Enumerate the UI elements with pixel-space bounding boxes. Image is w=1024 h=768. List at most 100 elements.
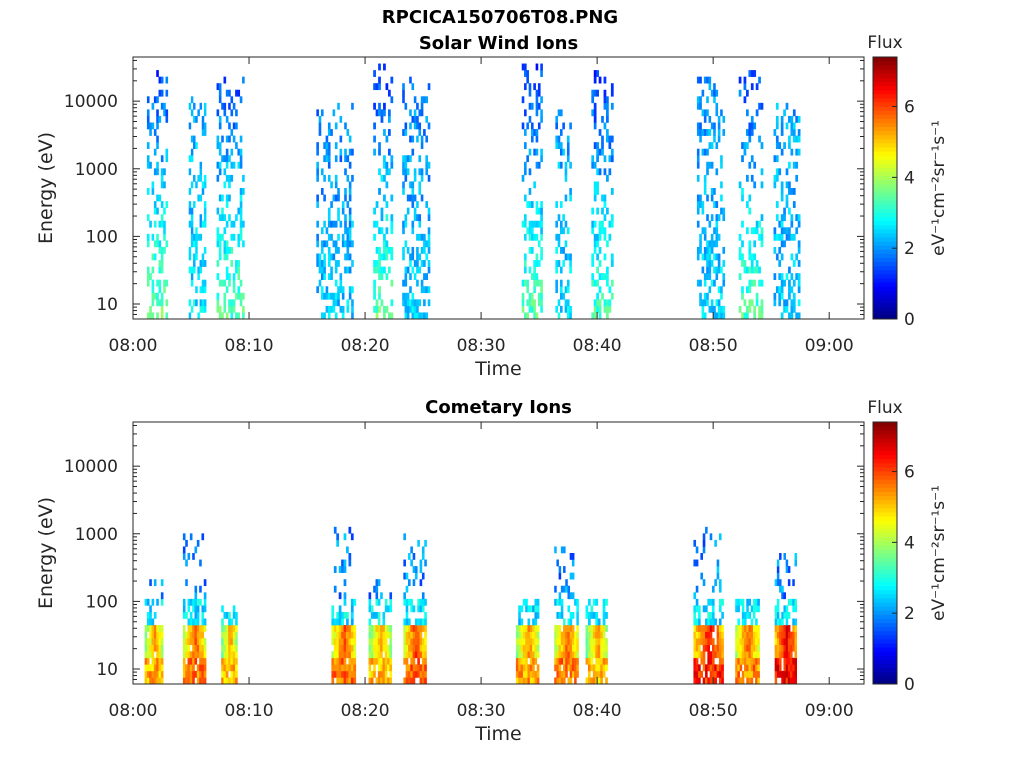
colorbar-segment (873, 106, 897, 111)
heatmap-cell (797, 286, 801, 294)
heatmap-cell (344, 155, 347, 163)
heatmap-cell (790, 299, 794, 307)
heatmap-cell (596, 155, 599, 163)
heatmap-cell (411, 246, 415, 254)
colorbar-segment (873, 175, 897, 181)
heatmap-cell (710, 188, 714, 195)
heatmap-cell (221, 605, 224, 613)
heatmap-cell (378, 142, 381, 149)
heatmap-cell (242, 292, 245, 300)
heatmap-cell (775, 168, 779, 176)
heatmap-cell (720, 207, 723, 215)
heatmap-cell (316, 142, 319, 149)
heatmap-cell (705, 644, 708, 652)
heatmap-cell (536, 638, 540, 645)
heatmap-cell (144, 598, 148, 606)
heatmap-cell (417, 644, 420, 652)
heatmap-cell (525, 598, 528, 606)
heatmap-cell (790, 638, 793, 645)
heatmap-cell (158, 286, 162, 294)
heatmap-cell (535, 135, 539, 143)
heatmap-cell (776, 579, 780, 587)
heatmap-cell (421, 598, 425, 606)
heatmap-cell (336, 611, 340, 619)
heatmap-cell (699, 194, 702, 202)
heatmap-cell (610, 102, 614, 110)
heatmap-cell (190, 273, 194, 280)
heatmap-cell (521, 299, 525, 307)
heatmap-cell (323, 312, 326, 320)
heatmap-cell (158, 194, 162, 202)
heatmap-cell (593, 299, 597, 307)
heatmap-cell (585, 605, 589, 613)
heatmap-cell (530, 122, 534, 130)
heatmap-cell (703, 246, 707, 254)
heatmap-cell (576, 605, 579, 613)
heatmap-cell (237, 312, 241, 320)
heatmap-cell (223, 670, 227, 678)
heatmap-cell (585, 677, 589, 685)
heatmap-cell (228, 279, 231, 287)
heatmap-cell (323, 194, 326, 202)
heatmap-cell (737, 605, 740, 613)
colorbar-segment (873, 261, 897, 267)
heatmap-cell (708, 286, 712, 294)
heatmap-cell (792, 644, 795, 652)
heatmap-cell (715, 266, 719, 274)
heatmap-cell (414, 566, 418, 573)
colorbar-segment (873, 249, 897, 254)
heatmap-cell (596, 148, 599, 156)
heatmap-cell (696, 279, 700, 287)
heatmap-cell (602, 638, 606, 645)
heatmap-cell (698, 670, 701, 678)
heatmap-cell (738, 273, 742, 280)
heatmap-cell (418, 299, 422, 307)
heatmap-cell (144, 631, 148, 639)
heatmap-cell (718, 579, 722, 587)
heatmap-cell (402, 253, 405, 261)
heatmap-cell (218, 161, 222, 169)
heatmap-cell (425, 168, 429, 176)
heatmap-cell (748, 253, 752, 261)
heatmap-cell (216, 273, 220, 280)
heatmap-cell (346, 266, 350, 274)
heatmap-cell (165, 155, 169, 163)
heatmap-cell (532, 644, 535, 652)
heatmap-cell (600, 657, 603, 665)
heatmap-cell (414, 651, 418, 659)
heatmap-cell (558, 651, 562, 659)
heatmap-cell (717, 253, 721, 261)
heatmap-cell (160, 260, 164, 267)
heatmap-cell (557, 233, 561, 241)
heatmap-cell (574, 657, 577, 665)
heatmap-cell (785, 618, 789, 626)
heatmap-cell (540, 279, 543, 287)
heatmap-cell (160, 253, 164, 261)
heatmap-cell (709, 625, 713, 632)
heatmap-cell (528, 246, 532, 254)
heatmap-cell (348, 526, 352, 534)
heatmap-cell (535, 129, 539, 136)
heatmap-cell (555, 266, 558, 274)
heatmap-cell (406, 305, 410, 313)
heatmap-cell (720, 194, 723, 202)
heatmap-cell (368, 651, 372, 659)
heatmap-cell (197, 273, 200, 280)
heatmap-cell (712, 644, 715, 652)
heatmap-cell (316, 286, 319, 294)
heatmap-cell (225, 625, 229, 632)
heatmap-cell (721, 664, 724, 672)
heatmap-cell (351, 148, 354, 156)
heatmap-cell (225, 148, 229, 156)
heatmap-cell (755, 266, 759, 274)
heatmap-cell (797, 260, 801, 267)
heatmap-cell (158, 644, 162, 652)
heatmap-cell (348, 677, 352, 685)
heatmap-cell (554, 657, 557, 665)
heatmap-cell (190, 240, 194, 248)
heatmap-cell (593, 76, 597, 84)
heatmap-cell (595, 631, 599, 639)
heatmap-cell (715, 312, 719, 320)
heatmap-cell (216, 142, 220, 149)
heatmap-cell (153, 657, 157, 665)
